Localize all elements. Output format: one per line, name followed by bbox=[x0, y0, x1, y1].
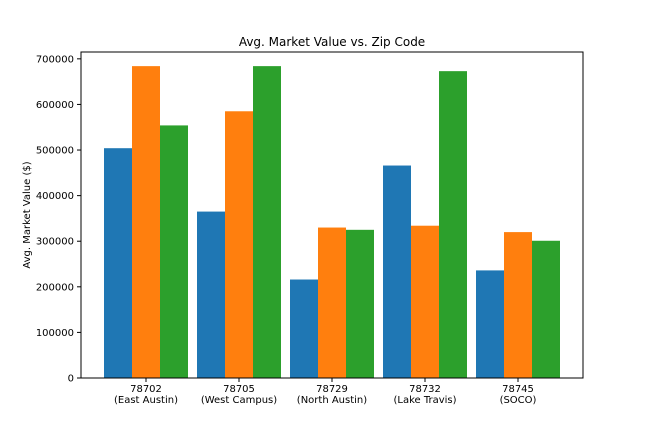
x-tick-label-line: 78702 bbox=[130, 384, 162, 395]
x-tick-label-line: 78732 bbox=[409, 384, 441, 395]
x-tick-label-line: (Lake Travis) bbox=[393, 395, 456, 406]
bar-series-1-cat-3 bbox=[290, 279, 318, 378]
x-axis: 78702 (East Austin) 78705 (West Campus) 7872… bbox=[114, 378, 537, 406]
bar-series-2-cat-2 bbox=[225, 111, 253, 379]
x-tick-label-line: 78705 bbox=[223, 384, 255, 395]
bar-series-1-cat-2 bbox=[197, 211, 225, 378]
x-tick-label: 78705 (West Campus) bbox=[201, 384, 277, 406]
y-tick-label: 300000 bbox=[36, 237, 74, 248]
y-tick-label: 0 bbox=[68, 374, 74, 385]
y-tick-label: 500000 bbox=[36, 146, 74, 157]
x-tick-label-line: (SOCO) bbox=[500, 395, 537, 406]
x-tick-label: 78732 (Lake Travis) bbox=[393, 384, 456, 406]
y-axis: 0 100000 200000 300000 400000 500000 600000 700… bbox=[36, 54, 81, 385]
x-tick-label: 78702 (East Austin) bbox=[114, 384, 178, 406]
x-tick-label-line: 78729 bbox=[316, 384, 348, 395]
bar-series-3-cat-4 bbox=[439, 71, 467, 379]
bar-series-3-cat-2 bbox=[253, 66, 281, 378]
bar-series-1-cat-1 bbox=[104, 148, 132, 378]
y-tick-label: 100000 bbox=[36, 328, 74, 339]
x-tick-label-line: (East Austin) bbox=[114, 395, 178, 406]
bar-series-3-cat-3 bbox=[346, 229, 374, 378]
y-tick-label: 600000 bbox=[36, 100, 74, 111]
bar-series-2-cat-1 bbox=[132, 66, 160, 378]
bar-series-3-cat-5 bbox=[532, 240, 560, 378]
bar-series-2-cat-5 bbox=[504, 232, 532, 378]
bars-layer bbox=[104, 66, 560, 379]
plot-frame bbox=[80, 51, 584, 379]
x-tick-label-line: (North Austin) bbox=[297, 395, 367, 406]
bar-series-1-cat-5 bbox=[476, 270, 504, 378]
y-tick-label: 200000 bbox=[36, 282, 74, 293]
y-tick-label: 700000 bbox=[36, 54, 74, 65]
x-tick-label-line: (West Campus) bbox=[201, 395, 277, 406]
bar-series-2-cat-4 bbox=[411, 225, 439, 378]
x-tick-label: 78745 (SOCO) bbox=[500, 384, 537, 406]
bar-series-1-cat-4 bbox=[383, 165, 411, 378]
x-tick-label: 78729 (North Austin) bbox=[297, 384, 367, 406]
bar-series-3-cat-1 bbox=[160, 125, 188, 378]
y-tick-label: 400000 bbox=[36, 191, 74, 202]
bar-series-2-cat-3 bbox=[318, 227, 346, 378]
y-axis-label: Avg. Market Value ($) bbox=[22, 161, 33, 268]
x-tick-label-line: 78745 bbox=[502, 384, 534, 395]
chart-title: Avg. Market Value vs. Zip Code bbox=[239, 35, 425, 49]
